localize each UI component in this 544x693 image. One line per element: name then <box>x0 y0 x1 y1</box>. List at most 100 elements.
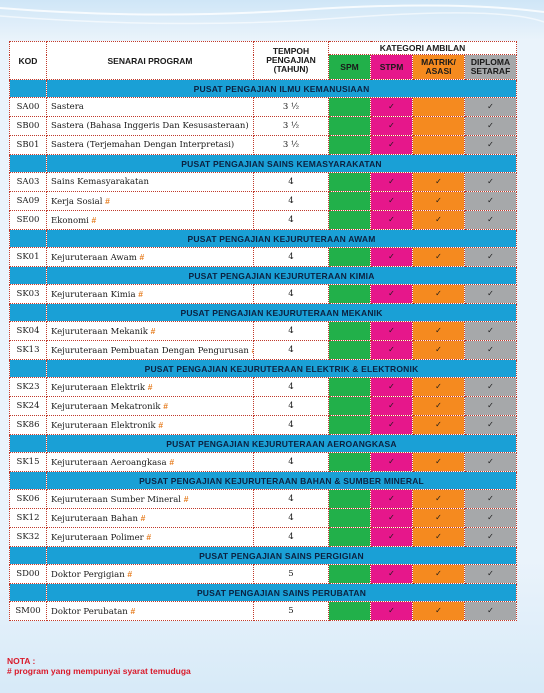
check-icon: ✓ <box>487 289 494 298</box>
program-code: SK12 <box>9 508 47 528</box>
check-icon: ✓ <box>487 177 494 186</box>
nota-text: # program yang mempunyai syarat temuduga <box>7 666 191 676</box>
col-header-spm: SPM <box>328 54 371 80</box>
program-name: Sastera (Bahasa Inggeris Dan Kesusastera… <box>51 121 249 131</box>
section-title: PUSAT PENGAJIAN KEJURUTERAAN AWAM <box>45 229 518 248</box>
matrik-cell: ✓ <box>412 508 465 528</box>
program-name-cell: Kejuruteraan Mekanik # <box>46 321 254 341</box>
program-code: SK01 <box>9 247 47 267</box>
check-icon: ✓ <box>487 494 494 503</box>
spm-cell <box>328 172 371 192</box>
program-duration: 4 <box>253 508 329 528</box>
check-icon: ✓ <box>435 513 442 522</box>
check-icon: ✓ <box>388 121 395 130</box>
stpm-cell: ✓ <box>370 97 413 117</box>
section-title: PUSAT PENGAJIAN KEJURUTERAAN KIMIA <box>45 266 518 285</box>
table-row: SK06 Kejuruteraan Sumber Mineral #4 ✓ ✓ ✓ <box>9 489 518 509</box>
program-name-cell: Kejuruteraan Pembuatan Dengan Pengurusan… <box>46 340 254 360</box>
check-icon: ✓ <box>388 326 395 335</box>
stpm-cell: ✓ <box>370 527 413 547</box>
diploma-line-2: SETARAF <box>470 66 511 76</box>
program-duration: 4 <box>253 210 329 230</box>
diploma-cell: ✓ <box>463 172 518 192</box>
interview-mark: # <box>130 605 136 616</box>
diploma-line-1: DIPLOMA <box>470 57 511 67</box>
col-header-kategori: KATEGORI AMBILAN <box>327 41 518 55</box>
stpm-cell: ✓ <box>370 247 413 267</box>
program-name-cell: Kejuruteraan Sumber Mineral # <box>46 489 254 509</box>
spm-cell <box>328 508 371 528</box>
table-row: SK15 Kejuruteraan Aeroangkasa #4 ✓ ✓ ✓ <box>9 452 518 472</box>
section-row: PUSAT PENGAJIAN KEJURUTERAAN MEKANIK <box>9 303 518 322</box>
section-title: PUSAT PENGAJIAN KEJURUTERAAN ELEKTRIK & … <box>45 359 518 378</box>
program-duration: 4 <box>253 247 329 267</box>
program-name: Sains Kemasyarakatan <box>51 177 149 187</box>
diploma-cell: ✓ <box>463 601 518 621</box>
spm-cell <box>328 247 371 267</box>
program-duration: 4 <box>253 321 329 341</box>
col-header-kod: KOD <box>9 41 47 80</box>
matrik-cell: ✓ <box>412 601 465 621</box>
check-icon: ✓ <box>435 420 442 429</box>
section-spacer <box>9 154 47 173</box>
check-icon: ✓ <box>435 401 442 410</box>
section-spacer <box>9 229 47 248</box>
program-name-cell: Kejuruteraan Kimia # <box>46 284 254 304</box>
stpm-cell: ✓ <box>370 508 413 528</box>
section-row: PUSAT PENGAJIAN KEJURUTERAAN AWAM <box>9 229 518 248</box>
section-row: PUSAT PENGAJIAN SAINS PERUBATAN <box>9 583 518 602</box>
program-name-cell: Doktor Perubatan # <box>46 601 254 621</box>
spm-cell <box>328 396 371 416</box>
matrik-cell: ✓ <box>412 340 465 360</box>
program-duration: 4 <box>253 172 329 192</box>
matrik-line-1: MATRIK/ <box>421 57 456 67</box>
check-icon: ✓ <box>388 196 395 205</box>
program-name: Kerja Sosial <box>51 196 103 207</box>
interview-mark: # <box>163 400 168 411</box>
spm-cell <box>328 452 371 472</box>
check-icon: ✓ <box>388 606 395 615</box>
table-row: SA03 Sains Kemasyarakatan 4 ✓ ✓ ✓ <box>9 172 518 192</box>
program-duration: 5 <box>253 601 329 621</box>
table-row: SM00 Doktor Perubatan #5 ✓ ✓ ✓ <box>9 601 518 621</box>
program-name-cell: Kejuruteraan Elektronik # <box>46 415 254 435</box>
table-row: SK01 Kejuruteraan Awam #4 ✓ ✓ ✓ <box>9 247 518 267</box>
check-icon: ✓ <box>487 326 494 335</box>
interview-mark: # <box>169 456 175 467</box>
matrik-cell: ✓ <box>412 452 465 472</box>
program-name: Doktor Perubatan <box>51 606 128 617</box>
check-icon: ✓ <box>487 513 494 522</box>
program-duration: 4 <box>253 527 329 547</box>
stpm-cell: ✓ <box>370 340 413 360</box>
diploma-cell: ✓ <box>463 527 518 547</box>
interview-mark: # <box>150 325 156 336</box>
program-name-cell: Kejuruteraan Awam # <box>46 247 254 267</box>
diploma-cell: ✓ <box>463 489 518 509</box>
section-spacer <box>9 471 47 490</box>
section-row: PUSAT PENGAJIAN SAINS PERGIGIAN <box>9 546 518 565</box>
matrik-cell <box>412 116 465 136</box>
check-icon: ✓ <box>435 252 442 261</box>
check-icon: ✓ <box>487 252 494 261</box>
program-code: SE00 <box>9 210 47 230</box>
section-title: PUSAT PENGAJIAN KEJURUTERAAN BAHAN & SUM… <box>45 471 518 490</box>
stpm-cell: ✓ <box>370 210 413 230</box>
col-header-matrik: MATRIK/ ASASI <box>412 54 465 80</box>
spm-cell <box>328 321 371 341</box>
check-icon: ✓ <box>388 569 395 578</box>
matrik-cell: ✓ <box>412 489 465 509</box>
spm-cell <box>328 564 371 584</box>
spm-cell <box>328 340 371 360</box>
program-name-cell: Sains Kemasyarakatan <box>46 172 254 192</box>
interview-mark: # <box>146 531 152 542</box>
check-icon: ✓ <box>435 569 442 578</box>
check-icon: ✓ <box>388 289 395 298</box>
matrik-cell: ✓ <box>412 564 465 584</box>
matrik-cell: ✓ <box>412 247 465 267</box>
diploma-cell: ✓ <box>463 508 518 528</box>
program-name: Kejuruteraan Mekatronik <box>51 401 161 412</box>
matrik-cell: ✓ <box>412 527 465 547</box>
col-header-diploma: DIPLOMA SETARAF <box>463 54 518 80</box>
program-name-cell: Kerja Sosial # <box>46 191 254 211</box>
col-header-tempoh: TEMPOH PENGAJIAN (TAHUN) <box>253 41 329 80</box>
